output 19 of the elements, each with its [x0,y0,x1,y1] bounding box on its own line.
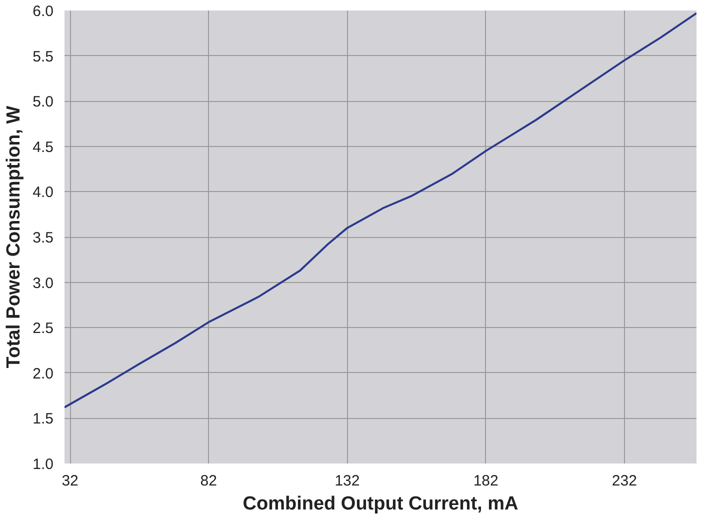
y-tick-label: 3.0 [32,274,54,292]
y-tick-label: 6.0 [32,3,54,20]
x-tick-label: 182 [473,472,498,490]
y-tick-label: 2.0 [32,365,54,382]
y-axis-title: Total Power Consumption, W [4,106,25,368]
x-tick-label: 82 [200,472,217,490]
y-tick-label: 4.5 [32,138,54,156]
x-tick-label: 32 [62,472,78,490]
y-tick-label: 4.0 [32,184,54,202]
y-tick-label: 1.0 [32,456,54,473]
x-tick-label: 132 [334,472,360,490]
y-tick-label: 3.5 [32,230,54,246]
x-tick-label: 232 [612,472,637,490]
y-tick-label: 5.0 [32,94,54,111]
y-tick-label: 5.5 [32,48,54,66]
x-axis-title: Combined Output Current, mA [242,494,519,514]
y-tick-label: 2.5 [32,320,54,338]
line-series [64,12,696,408]
y-tick-label: 1.5 [32,410,54,428]
